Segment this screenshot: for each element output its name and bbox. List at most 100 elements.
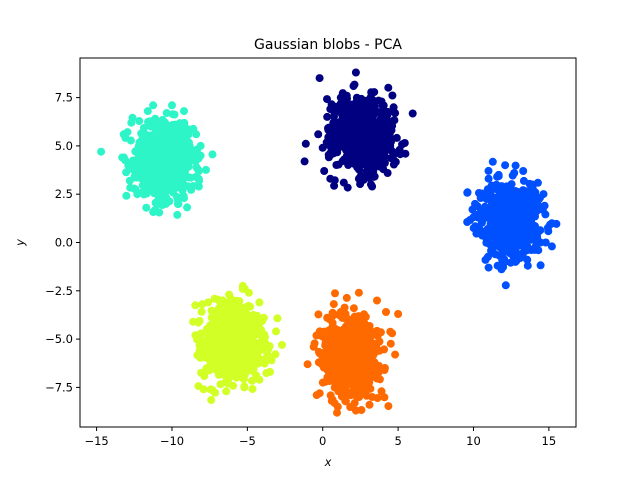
y-tick-label: −5.0 (45, 332, 73, 346)
data-point (226, 294, 235, 303)
data-point (323, 357, 332, 366)
data-point (221, 356, 230, 365)
data-point (528, 180, 537, 189)
data-point (485, 234, 494, 243)
data-point (315, 74, 324, 83)
data-point (500, 211, 509, 220)
data-point (149, 171, 158, 180)
data-point (160, 151, 169, 160)
data-point (259, 313, 268, 322)
data-point (181, 165, 190, 174)
data-point (547, 219, 556, 228)
data-point (513, 224, 522, 233)
data-point (168, 101, 176, 110)
data-point (202, 339, 211, 347)
data-point (210, 294, 219, 303)
data-point (318, 143, 327, 152)
data-point (142, 163, 151, 172)
data-point (218, 296, 227, 305)
data-point (119, 130, 128, 139)
data-point (362, 139, 370, 148)
data-point (384, 83, 393, 92)
data-point (389, 116, 398, 125)
data-point (328, 328, 337, 337)
data-point (168, 110, 177, 119)
data-point (216, 380, 225, 389)
data-point (125, 176, 134, 185)
data-point (148, 185, 157, 194)
points-layer (97, 68, 561, 417)
data-point (355, 165, 364, 174)
data-point (534, 227, 543, 236)
data-point (501, 161, 510, 170)
data-point (199, 385, 208, 394)
data-point (192, 130, 201, 139)
x-axis: −15 −10 −5 0 5 10 15 (84, 427, 556, 448)
data-point (196, 151, 205, 160)
data-point (328, 370, 337, 379)
data-point (161, 119, 170, 128)
data-point (367, 88, 376, 97)
data-point (230, 370, 239, 379)
data-point (481, 255, 490, 264)
data-point (323, 95, 331, 104)
data-point (504, 217, 513, 226)
data-point (356, 389, 365, 398)
data-point (377, 97, 386, 106)
data-point (155, 178, 164, 187)
data-point (523, 261, 532, 270)
data-point (380, 366, 389, 374)
data-point (224, 379, 233, 388)
data-point (463, 188, 472, 197)
data-point (363, 342, 372, 351)
data-point (172, 123, 181, 132)
data-point (383, 169, 392, 177)
data-point (351, 68, 360, 77)
data-point (332, 161, 341, 169)
data-point (230, 346, 238, 355)
data-point (324, 150, 333, 159)
data-point (484, 174, 493, 183)
data-point (323, 112, 332, 121)
data-point (395, 145, 404, 154)
data-point (337, 375, 346, 384)
data-point (314, 347, 323, 356)
data-point (391, 350, 400, 359)
data-point (324, 124, 332, 133)
data-point (301, 139, 310, 148)
data-point (208, 150, 217, 159)
data-point (386, 339, 395, 348)
data-point (216, 349, 225, 358)
data-point (202, 325, 211, 334)
data-point (300, 157, 309, 166)
data-point (524, 227, 533, 235)
data-point (169, 169, 178, 178)
data-point (354, 110, 363, 119)
y-tick-label: 2.5 (55, 187, 73, 201)
data-point (511, 161, 520, 170)
data-point (143, 107, 152, 116)
data-point (336, 308, 345, 316)
data-point (367, 180, 375, 189)
data-point (239, 309, 248, 318)
data-point (378, 107, 387, 116)
data-point (142, 203, 151, 212)
data-point (197, 307, 206, 316)
data-point (175, 161, 184, 170)
data-point (373, 296, 381, 305)
data-point (207, 396, 216, 404)
data-point (367, 165, 376, 173)
data-point (348, 116, 357, 124)
data-point (485, 190, 494, 199)
data-point (165, 179, 174, 188)
data-point (218, 366, 227, 375)
data-point (508, 240, 517, 249)
data-point (492, 215, 501, 224)
x-tick-label: 0 (319, 434, 326, 448)
data-point (389, 149, 398, 158)
data-point (244, 288, 253, 297)
data-point (180, 194, 188, 203)
data-point (329, 300, 338, 309)
data-point (147, 122, 155, 131)
